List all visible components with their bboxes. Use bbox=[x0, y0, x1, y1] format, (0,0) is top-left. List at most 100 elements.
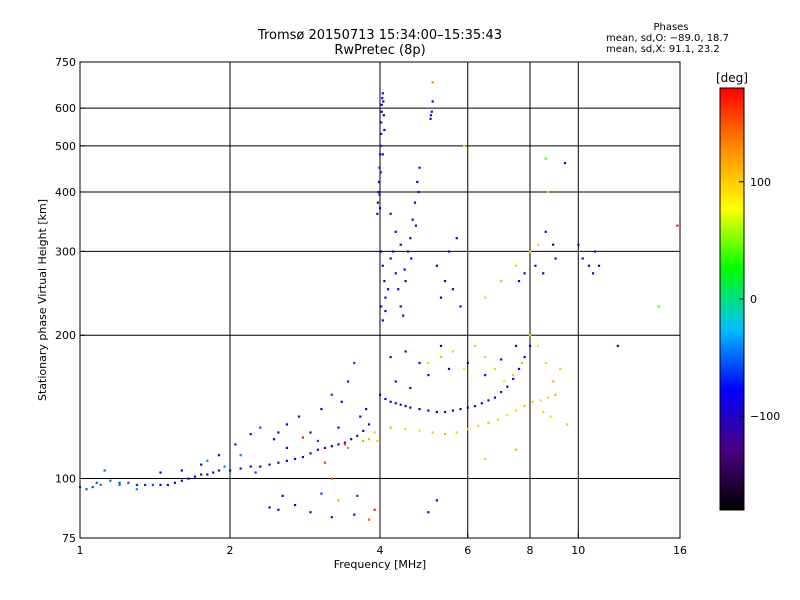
echo-point bbox=[463, 144, 466, 148]
echo-point bbox=[451, 288, 455, 291]
echo-point bbox=[309, 452, 312, 455]
echo-point bbox=[376, 439, 379, 443]
echo-point bbox=[616, 344, 619, 348]
echo-point bbox=[427, 361, 430, 365]
echo-point bbox=[397, 288, 400, 291]
echo-point bbox=[316, 439, 319, 443]
echo-point bbox=[466, 361, 469, 365]
echo-point bbox=[409, 406, 412, 409]
y-tick-label: 75 bbox=[62, 532, 76, 545]
echo-point bbox=[389, 257, 392, 260]
echo-point bbox=[268, 506, 271, 509]
echo-point bbox=[377, 190, 380, 194]
echo-point bbox=[427, 511, 430, 514]
echo-point bbox=[493, 396, 497, 399]
echo-point bbox=[359, 415, 362, 418]
echo-point bbox=[206, 459, 209, 462]
echo-point bbox=[217, 454, 221, 457]
echo-point bbox=[376, 201, 380, 204]
y-tick-label: 400 bbox=[55, 186, 76, 199]
y-tick-label: 500 bbox=[55, 140, 76, 153]
echo-point bbox=[277, 431, 280, 434]
chart-subtitle: RwPretec (8p) bbox=[334, 43, 426, 58]
echo-point bbox=[409, 386, 412, 390]
echo-point bbox=[413, 201, 417, 204]
y-tick-label: 100 bbox=[55, 473, 76, 486]
echo-point bbox=[500, 358, 503, 361]
echo-point bbox=[484, 457, 487, 461]
echo-point bbox=[340, 400, 343, 403]
colorbar-tick-label: −100 bbox=[750, 410, 780, 423]
echo-point bbox=[103, 469, 106, 472]
echo-point bbox=[293, 457, 297, 461]
y-tick-label: 300 bbox=[55, 245, 76, 258]
echo-point bbox=[373, 431, 376, 434]
echo-point bbox=[91, 485, 94, 489]
echo-point bbox=[381, 153, 384, 156]
echo-point bbox=[285, 459, 288, 462]
echo-point bbox=[376, 212, 379, 215]
echo-point bbox=[381, 319, 384, 322]
x-tick-label: 8 bbox=[527, 544, 534, 557]
x-tick-label: 2 bbox=[227, 544, 234, 557]
echo-point bbox=[500, 390, 503, 394]
echo-point bbox=[383, 280, 386, 283]
echo-point bbox=[542, 410, 545, 414]
echo-point bbox=[389, 426, 392, 429]
echo-point bbox=[566, 423, 569, 426]
y-tick-label: 200 bbox=[55, 329, 76, 342]
echo-point bbox=[447, 250, 451, 253]
echo-point bbox=[402, 314, 405, 317]
echo-point bbox=[379, 171, 382, 174]
x-tick-label: 10 bbox=[571, 544, 585, 557]
echo-point bbox=[406, 250, 410, 253]
echo-point bbox=[301, 436, 305, 439]
echo-point bbox=[466, 406, 469, 409]
echo-point bbox=[365, 407, 368, 411]
echo-point bbox=[386, 288, 390, 291]
y-axis-label: Stationary phase Virtual Height [km] bbox=[36, 199, 49, 401]
y-tick-label: 600 bbox=[55, 102, 76, 115]
echo-point bbox=[259, 465, 262, 468]
phase-stats: Phases mean, sd,O: −89.0, 18.7 mean, sd,… bbox=[606, 22, 736, 55]
echo-point bbox=[281, 494, 284, 497]
echo-point bbox=[515, 409, 518, 412]
echo-point bbox=[473, 405, 477, 408]
echo-point bbox=[151, 483, 155, 487]
echo-point bbox=[523, 272, 526, 275]
echo-point bbox=[429, 117, 432, 120]
echo-point bbox=[200, 473, 203, 476]
echo-point bbox=[285, 423, 288, 426]
echo-point bbox=[378, 193, 381, 196]
echo-point bbox=[459, 407, 462, 411]
echo-point bbox=[330, 516, 333, 519]
echo-point bbox=[517, 367, 521, 371]
echo-points bbox=[79, 81, 679, 521]
echo-point bbox=[435, 410, 438, 414]
echo-point bbox=[484, 356, 487, 359]
echo-point bbox=[506, 385, 509, 388]
echo-point bbox=[403, 268, 406, 271]
echo-point bbox=[439, 356, 443, 359]
echo-point bbox=[356, 434, 359, 437]
echo-point bbox=[380, 103, 383, 106]
echo-point bbox=[500, 280, 503, 283]
echo-point bbox=[431, 100, 434, 103]
echo-point bbox=[320, 407, 323, 411]
echo-point bbox=[377, 180, 381, 184]
echo-point bbox=[379, 144, 382, 148]
echo-point bbox=[379, 153, 382, 156]
echo-point bbox=[455, 431, 458, 434]
echo-point bbox=[337, 499, 340, 502]
echo-point bbox=[293, 503, 297, 507]
echo-point bbox=[577, 243, 580, 246]
echo-point bbox=[503, 380, 506, 383]
echo-point bbox=[320, 492, 323, 495]
echo-point bbox=[443, 433, 447, 436]
echo-point bbox=[166, 483, 169, 487]
echo-point bbox=[337, 443, 340, 446]
echo-point bbox=[337, 426, 340, 429]
echo-point bbox=[534, 264, 537, 267]
echo-point bbox=[529, 344, 532, 348]
